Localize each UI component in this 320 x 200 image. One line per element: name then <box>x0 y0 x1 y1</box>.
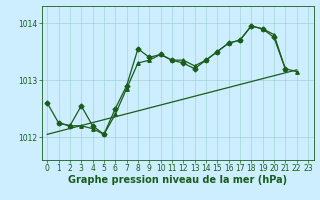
X-axis label: Graphe pression niveau de la mer (hPa): Graphe pression niveau de la mer (hPa) <box>68 175 287 185</box>
